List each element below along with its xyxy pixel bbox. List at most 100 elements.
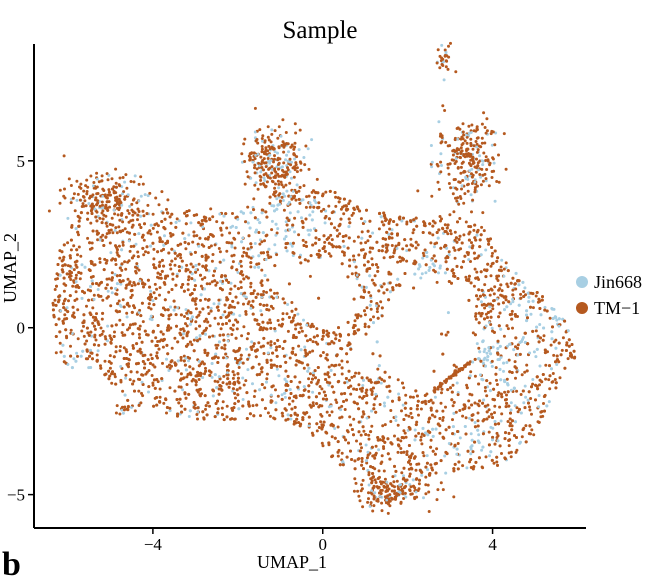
point-jin668 (488, 454, 491, 458)
point-tm1 (346, 430, 350, 434)
point-tm1 (441, 435, 445, 439)
point-tm1 (402, 436, 406, 440)
point-tm1 (173, 251, 177, 255)
point-tm1 (147, 306, 151, 310)
point-tm1 (474, 460, 478, 464)
point-tm1 (132, 244, 136, 248)
point-tm1 (204, 219, 208, 223)
point-jin668 (221, 313, 225, 317)
point-tm1 (192, 349, 196, 353)
point-tm1 (165, 328, 169, 332)
point-tm1 (129, 370, 133, 374)
point-tm1 (477, 346, 481, 350)
point-tm1 (500, 294, 504, 298)
point-tm1 (273, 327, 277, 331)
point-tm1 (343, 408, 347, 411)
point-tm1 (126, 328, 129, 332)
point-tm1 (162, 247, 165, 251)
point-tm1 (314, 241, 318, 245)
point-jin668 (490, 326, 494, 330)
point-tm1 (174, 313, 178, 317)
point-tm1 (136, 282, 140, 286)
point-tm1 (79, 254, 83, 258)
point-tm1 (126, 364, 130, 368)
point-tm1 (493, 285, 497, 289)
point-tm1 (234, 396, 237, 400)
point-tm1 (114, 382, 118, 386)
point-jin668 (313, 198, 317, 202)
point-tm1 (360, 460, 364, 463)
point-tm1 (297, 233, 301, 237)
point-tm1 (149, 353, 153, 357)
point-tm1 (121, 279, 125, 283)
point-tm1 (403, 272, 407, 275)
point-tm1 (352, 387, 356, 391)
point-tm1 (96, 320, 100, 324)
point-tm1 (361, 425, 365, 429)
point-tm1 (208, 404, 211, 408)
point-jin668 (274, 401, 278, 405)
point-tm1 (181, 283, 185, 286)
point-tm1 (393, 464, 396, 468)
point-tm1 (138, 324, 142, 328)
point-tm1 (105, 283, 109, 287)
point-tm1 (358, 449, 362, 453)
point-tm1 (364, 332, 368, 336)
point-jin668 (253, 242, 257, 245)
point-jin668 (241, 376, 245, 380)
point-tm1 (535, 375, 539, 379)
point-jin668 (550, 337, 554, 341)
point-tm1 (62, 360, 66, 364)
point-tm1 (352, 239, 356, 243)
point-tm1 (479, 359, 483, 363)
point-jin668 (283, 377, 287, 381)
point-tm1 (456, 393, 460, 397)
point-tm1 (244, 310, 248, 314)
point-tm1 (155, 287, 159, 291)
point-tm1 (69, 278, 73, 281)
point-jin668 (210, 362, 214, 365)
point-tm1 (140, 391, 143, 395)
point-tm1 (461, 260, 465, 264)
point-tm1 (62, 306, 66, 310)
point-tm1 (244, 379, 248, 383)
point-tm1 (111, 231, 115, 235)
point-tm1 (245, 391, 249, 395)
point-jin668 (290, 244, 294, 248)
point-tm1 (274, 408, 278, 412)
point-jin668 (502, 361, 506, 365)
point-tm1 (110, 278, 114, 282)
point-tm1 (526, 316, 529, 320)
point-tm1 (565, 343, 569, 347)
point-tm1 (388, 227, 392, 231)
point-jin668 (430, 165, 434, 169)
point-tm1 (276, 394, 280, 398)
point-tm1 (183, 391, 187, 395)
point-tm1 (437, 228, 441, 232)
point-tm1 (291, 316, 295, 320)
point-tm1 (112, 355, 116, 359)
point-tm1 (476, 297, 480, 301)
point-jin668 (119, 282, 123, 286)
point-tm1 (541, 414, 545, 418)
point-tm1 (400, 409, 403, 413)
point-tm1 (140, 340, 144, 344)
point-tm1 (353, 467, 357, 471)
point-jin668 (360, 236, 364, 240)
point-tm1 (531, 382, 535, 386)
point-tm1 (448, 213, 452, 217)
point-tm1 (313, 369, 317, 373)
point-tm1 (312, 335, 316, 339)
point-jin668 (405, 249, 409, 253)
point-tm1 (254, 355, 258, 359)
point-jin668 (475, 233, 479, 237)
point-tm1 (422, 254, 426, 258)
point-tm1 (230, 305, 234, 309)
point-tm1 (228, 303, 232, 307)
point-jin668 (388, 290, 392, 294)
point-tm1 (298, 255, 302, 259)
point-tm1 (315, 422, 319, 426)
point-tm1 (293, 405, 297, 409)
point-tm1 (76, 337, 80, 341)
point-jin668 (527, 300, 531, 304)
